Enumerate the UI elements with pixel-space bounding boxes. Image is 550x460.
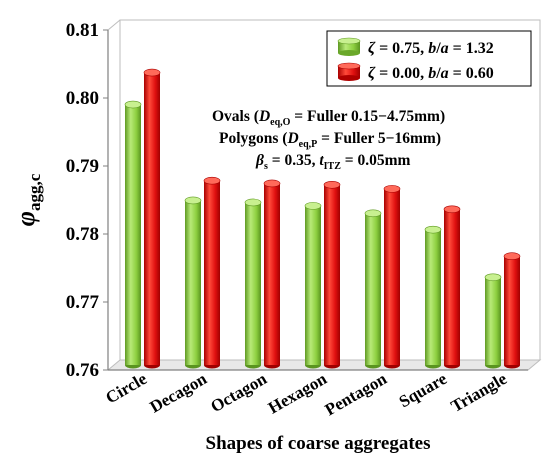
bar-series-1-decagon: [184, 196, 202, 369]
bar-series-2-hexagon: [323, 181, 341, 369]
bar-series-1-pentagon: [364, 209, 382, 369]
bar-series-2-octagon: [263, 179, 281, 369]
y-tick-label: 0.78: [66, 224, 99, 245]
x-category-label: Square: [396, 369, 451, 412]
bar-series-2-decagon: [203, 176, 221, 369]
bar-series-2-circle: [143, 68, 161, 369]
x-category-label: Octagon: [207, 369, 270, 416]
y-tick-label: 0.77: [66, 292, 100, 313]
annotation-ovals: Ovals (Deq,O = Fuller 0.15−4.75mm): [212, 108, 445, 128]
bar-series-1-hexagon: [304, 202, 322, 369]
legend-swatch-series-1: [337, 37, 361, 56]
y-tick-label: 0.80: [66, 88, 99, 109]
annotation-parameters: βs = 0.35, tITZ = 0.05mm: [255, 152, 410, 172]
x-category-label: Triangle: [448, 369, 511, 416]
legend-label-series-2: ζ = 0.00, b/a = 0.60: [368, 65, 494, 82]
bar-series-1-circle: [124, 100, 142, 369]
bar-series-2-square: [443, 205, 461, 369]
bar-series-2-pentagon: [383, 185, 401, 369]
annotation-polygons: Polygons (Deq,P = Fuller 5−16mm): [219, 130, 441, 150]
legend-box: [326, 30, 532, 87]
x-category-label: Circle: [102, 369, 150, 408]
y-tick-label: 0.76: [66, 360, 99, 381]
x-category-label: Pentagon: [322, 369, 391, 420]
bar-series-1-octagon: [244, 198, 262, 369]
legend-label-series-1: ζ = 0.75, b/a = 1.32: [368, 40, 494, 57]
y-tick-label: 0.81: [66, 20, 99, 41]
y-tick-label: 0.79: [66, 156, 99, 177]
bar-series-2-triangle: [503, 252, 521, 369]
x-axis-title: Shapes of coarse aggregates: [206, 433, 431, 454]
x-category-label: Hexagon: [265, 369, 331, 418]
legend-swatch-series-2: [337, 62, 361, 81]
bar-series-1-square: [424, 225, 442, 369]
y-axis-title: φagg,c: [11, 173, 44, 226]
x-category-label: Decagon: [147, 369, 211, 417]
legend: ζ = 0.75, b/a = 1.32 ζ = 0.00, b/a = 0.6…: [326, 30, 532, 87]
bar-series-1-triangle: [484, 273, 502, 369]
bars-layer: [124, 68, 521, 369]
plot-wall-edge: [107, 19, 121, 31]
y-ticks: 0.76 0.77 0.78 0.79 0.80 0.81: [66, 20, 108, 381]
